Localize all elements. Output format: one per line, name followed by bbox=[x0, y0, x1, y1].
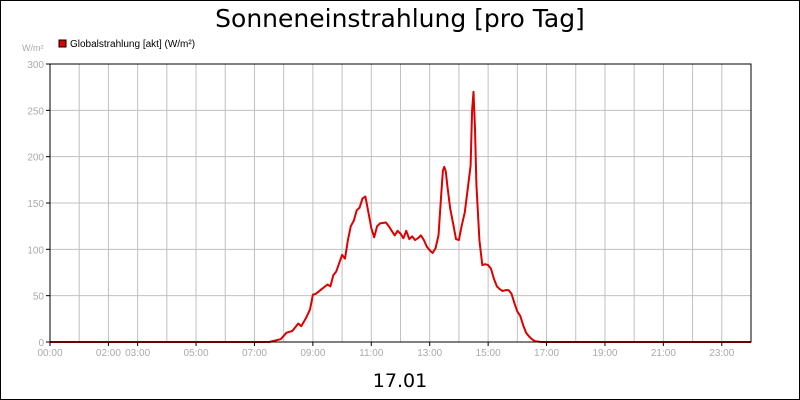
x-tick-label: 00:00 bbox=[37, 348, 62, 359]
y-tick-label: 250 bbox=[27, 106, 44, 117]
axis-layer: 0 50 100 150 200 250 300 00:00 02:00 03:00 05:00 07… bbox=[27, 60, 734, 359]
x-tick-label: 17:00 bbox=[534, 348, 559, 359]
legend-swatch bbox=[58, 39, 67, 48]
legend: Globalstrahlung [akt] (W/m²) bbox=[58, 39, 195, 50]
y-axis-unit-label: W/m² bbox=[22, 43, 44, 53]
x-tick-label: 21:00 bbox=[651, 348, 676, 359]
y-tick-label: 150 bbox=[27, 199, 44, 210]
x-tick-label: 03:00 bbox=[125, 348, 150, 359]
legend-label: Globalstrahlung [akt] (W/m²) bbox=[70, 39, 195, 50]
x-tick-label: 23:00 bbox=[709, 348, 734, 359]
x-tick-label: 02:00 bbox=[96, 348, 121, 359]
x-tick-label: 11:00 bbox=[359, 348, 384, 359]
x-tick-label: 19:00 bbox=[592, 348, 617, 359]
x-tick-label: 05:00 bbox=[184, 348, 209, 359]
chart-title: Sonneneinstrahlung [pro Tag] bbox=[215, 4, 585, 33]
x-tick-label: 13:00 bbox=[417, 348, 442, 359]
y-tick-label: 300 bbox=[27, 60, 44, 71]
y-tick-label: 50 bbox=[33, 292, 45, 303]
y-tick-label: 100 bbox=[27, 245, 44, 256]
x-tick-label: 07:00 bbox=[242, 348, 267, 359]
x-axis-date-label: 17.01 bbox=[373, 370, 427, 392]
y-tick-label: 200 bbox=[27, 153, 44, 164]
y-tick-label: 0 bbox=[38, 338, 44, 349]
series-line bbox=[50, 90, 751, 343]
grid-layer bbox=[50, 64, 751, 342]
x-tick-label: 09:00 bbox=[300, 348, 325, 359]
x-tick-label: 15:00 bbox=[476, 348, 501, 359]
line-layer bbox=[50, 90, 751, 343]
